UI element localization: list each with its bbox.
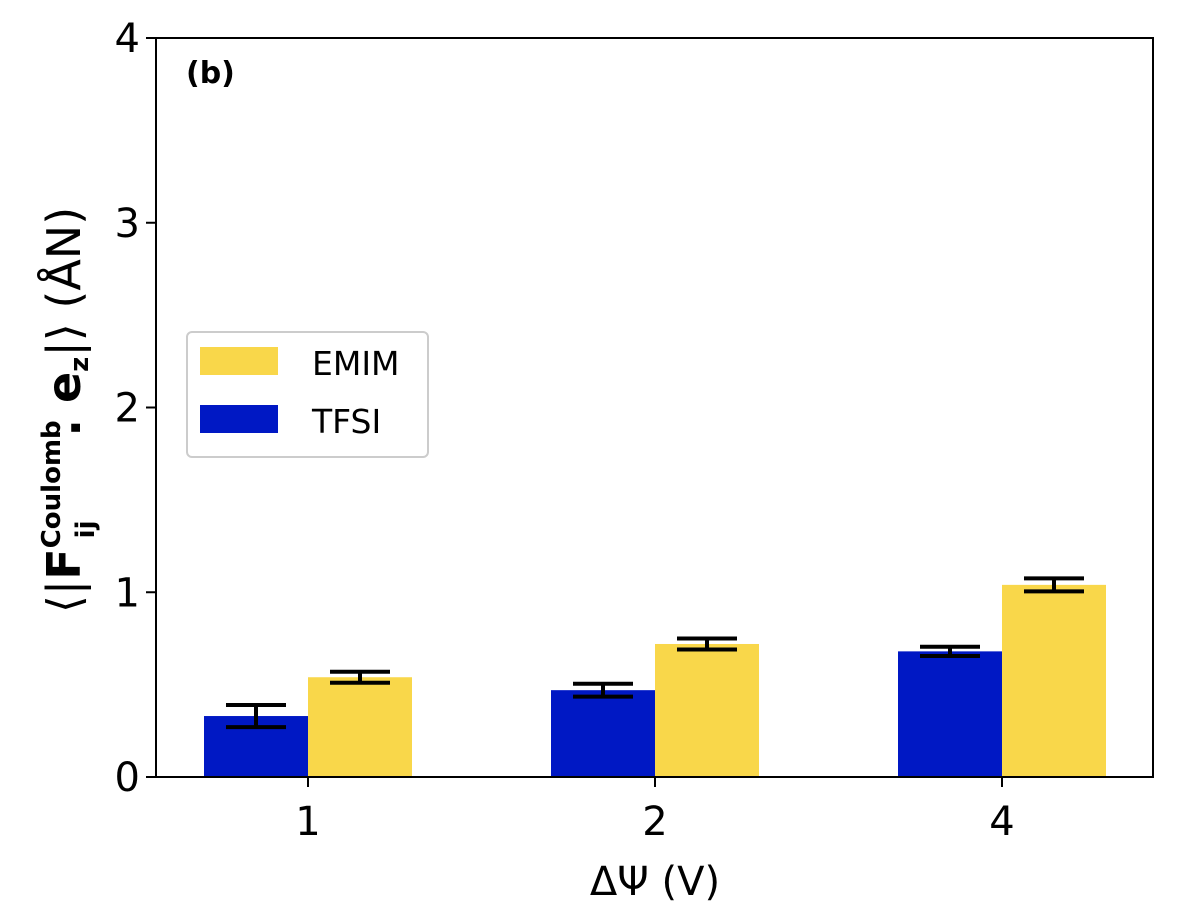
bar-tfsi-2 bbox=[551, 690, 655, 777]
y-label-sup: Coulomb bbox=[37, 420, 67, 548]
y-label-dot: . bbox=[37, 403, 91, 437]
legend-swatch-tfsi bbox=[200, 405, 278, 433]
error-bars-group bbox=[226, 576, 1084, 730]
y-axis: 0 1 2 3 4 bbox=[115, 16, 156, 801]
bar-emim-1 bbox=[308, 677, 412, 777]
legend-label-emim: EMIM bbox=[312, 344, 400, 383]
x-axis: 1 2 4 bbox=[295, 777, 1015, 845]
y-tick-label-2: 2 bbox=[115, 386, 140, 432]
y-label-close: |⟩ (ÅN) bbox=[37, 207, 92, 357]
bar-emim-4 bbox=[1002, 584, 1106, 777]
y-tick-label-1: 1 bbox=[115, 570, 140, 616]
y-tick-label-0: 0 bbox=[115, 755, 140, 801]
legend-swatch-emim bbox=[200, 347, 278, 375]
bars-group bbox=[204, 584, 1106, 777]
legend: EMIM TFSI bbox=[186, 331, 429, 458]
bar-tfsi-4 bbox=[898, 651, 1002, 777]
x-tick-label-2: 2 bbox=[642, 799, 667, 845]
y-tick-label-3: 3 bbox=[115, 201, 140, 247]
panel-label: (b) bbox=[186, 56, 235, 91]
y-axis-label: ⟨|FCoulomb ij. ez|⟩ (ÅN) bbox=[37, 207, 101, 613]
y-label-e-sub: z bbox=[65, 357, 95, 372]
y-label-F: F bbox=[37, 548, 91, 579]
x-tick-label-1: 1 bbox=[295, 799, 320, 845]
y-label-sub: ij bbox=[71, 521, 101, 539]
y-label-e: e bbox=[37, 372, 91, 403]
plot-frame bbox=[155, 37, 1154, 778]
x-axis-label: ΔΨ (V) bbox=[590, 859, 720, 905]
legend-label-tfsi: TFSI bbox=[311, 402, 381, 441]
bar-emim-2 bbox=[655, 643, 759, 777]
y-tick-label-4: 4 bbox=[115, 16, 140, 62]
x-tick-label-4: 4 bbox=[989, 799, 1014, 845]
y-label-open: ⟨| bbox=[37, 580, 92, 613]
